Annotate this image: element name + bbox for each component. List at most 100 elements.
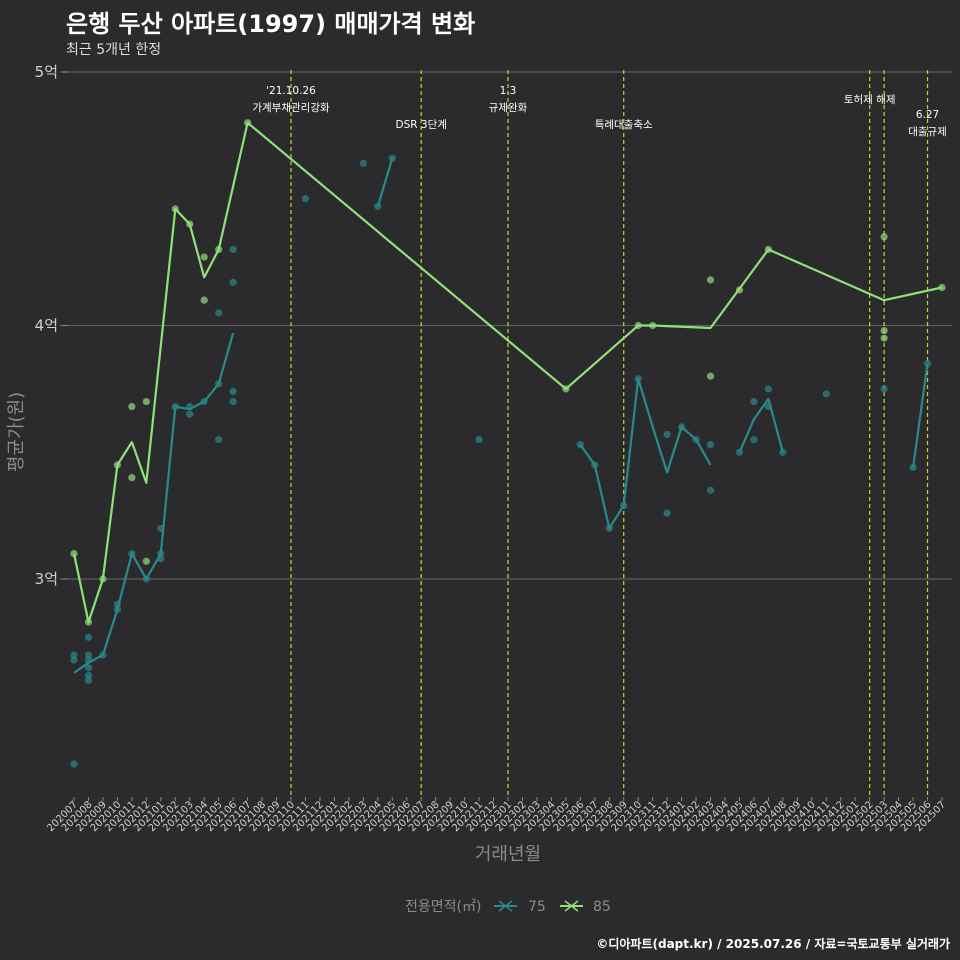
legend: 전용면적(㎡) 75 85: [405, 899, 611, 915]
data-point-75: [678, 423, 686, 431]
data-point-85: [649, 321, 657, 330]
data-point-85: [215, 245, 223, 254]
data-point-85: [735, 286, 744, 294]
data-point-85: [562, 385, 570, 393]
data-point-75: [70, 760, 78, 768]
data-point-75: [764, 385, 773, 393]
y-tick-label: 5억: [35, 63, 58, 81]
series-line-75: [73, 332, 235, 674]
policy-annotation: 특례대출축소: [595, 119, 653, 131]
data-point-75: [113, 600, 121, 608]
chart-subtitle: 최근 5개년 한정: [66, 42, 162, 58]
data-point-75: [663, 430, 671, 439]
policy-annotation: '21.10.26: [266, 85, 316, 97]
data-point-75: [84, 651, 93, 659]
data-point-85: [171, 205, 179, 213]
data-point-85: [880, 233, 888, 241]
data-point-85: [938, 283, 946, 292]
x-axis-ticks: 2020072020082020092020102020112020122021…: [45, 797, 948, 834]
data-point-75: [359, 159, 367, 167]
data-point-75: [229, 397, 237, 406]
data-point-75: [215, 380, 223, 388]
data-point-75: [779, 448, 787, 456]
y-axis-title: 평균가(원): [6, 392, 27, 472]
data-point-75: [84, 671, 93, 679]
y-tick-label: 3억: [35, 570, 58, 588]
policy-annotation: 대출규제: [908, 126, 947, 138]
policy-annotation: 6.27: [916, 109, 939, 121]
data-point-75: [229, 278, 237, 287]
data-point-75: [84, 664, 93, 672]
policy-annotation: 규제완화: [489, 101, 528, 114]
data-point-75: [99, 651, 107, 659]
data-point-75: [634, 375, 642, 383]
series-line-75: [738, 397, 784, 453]
data-point-75: [229, 245, 237, 254]
policy-annotation: 1.3: [500, 85, 517, 97]
y-tick-label: 4억: [35, 317, 58, 335]
legend-item-85: 85: [560, 899, 611, 915]
data-point-75: [70, 651, 78, 659]
data-point-85: [128, 403, 136, 411]
data-point-85: [186, 220, 194, 228]
y-axis-ticks: 3억 4억 5억: [35, 63, 68, 588]
data-point-75: [735, 448, 744, 456]
legend-label-75: 75: [528, 899, 546, 915]
series-points: [70, 119, 946, 768]
legend-label-85: 85: [593, 899, 611, 915]
data-point-75: [215, 435, 223, 444]
data-point-75: [750, 397, 758, 406]
data-point-75: [157, 555, 165, 563]
data-point-85: [706, 276, 715, 284]
data-point-75: [764, 403, 773, 411]
data-point-75: [388, 154, 396, 162]
data-point-75: [475, 435, 483, 444]
policy-annotation: DSR 3단계: [396, 119, 447, 131]
data-point-75: [113, 605, 121, 614]
data-point-75: [880, 385, 888, 393]
policy-annotation: 가계부채관리강화: [252, 102, 330, 114]
data-point-85: [70, 550, 78, 558]
data-point-75: [84, 656, 93, 664]
data-point-75: [157, 524, 165, 532]
data-point-75: [186, 403, 194, 411]
series-line-75: [376, 157, 394, 207]
data-point-75: [663, 509, 671, 517]
data-point-85: [128, 474, 136, 482]
data-point-75: [128, 550, 136, 558]
data-point-85: [244, 119, 252, 127]
grid: [60, 71, 952, 580]
data-point-75: [374, 202, 382, 210]
data-point-75: [70, 656, 78, 664]
data-point-75: [200, 397, 208, 406]
data-point-85: [84, 618, 93, 626]
source-caption: ©디아파트(dapt.kr) / 2025.07.26 / 자료=국토교통부 실…: [596, 937, 950, 951]
data-point-75: [706, 441, 715, 449]
data-point-85: [880, 326, 888, 335]
data-point-75: [909, 463, 917, 472]
data-point-75: [620, 501, 628, 510]
data-point-75: [142, 575, 150, 583]
legend-title: 전용면적(㎡): [405, 899, 481, 915]
data-point-75: [923, 359, 932, 368]
data-point-75: [605, 524, 613, 532]
series-line-75: [912, 363, 929, 468]
chart-title: 은행 두산 아파트(1997) 매매가격 변화: [66, 10, 476, 38]
data-point-75: [706, 486, 715, 494]
data-point-75: [186, 410, 194, 418]
data-point-85: [706, 372, 715, 380]
data-point-85: [142, 557, 150, 565]
data-point-75: [229, 387, 237, 396]
data-point-75: [157, 550, 165, 558]
data-point-75: [301, 195, 310, 203]
data-point-85: [634, 321, 642, 330]
data-point-75: [576, 441, 584, 449]
policy-annotation: 토허제 해제: [844, 93, 896, 106]
series-line-75: [579, 377, 712, 530]
data-point-75: [171, 403, 179, 411]
data-point-85: [200, 296, 208, 304]
data-point-75: [591, 461, 599, 469]
data-point-85: [99, 575, 107, 583]
